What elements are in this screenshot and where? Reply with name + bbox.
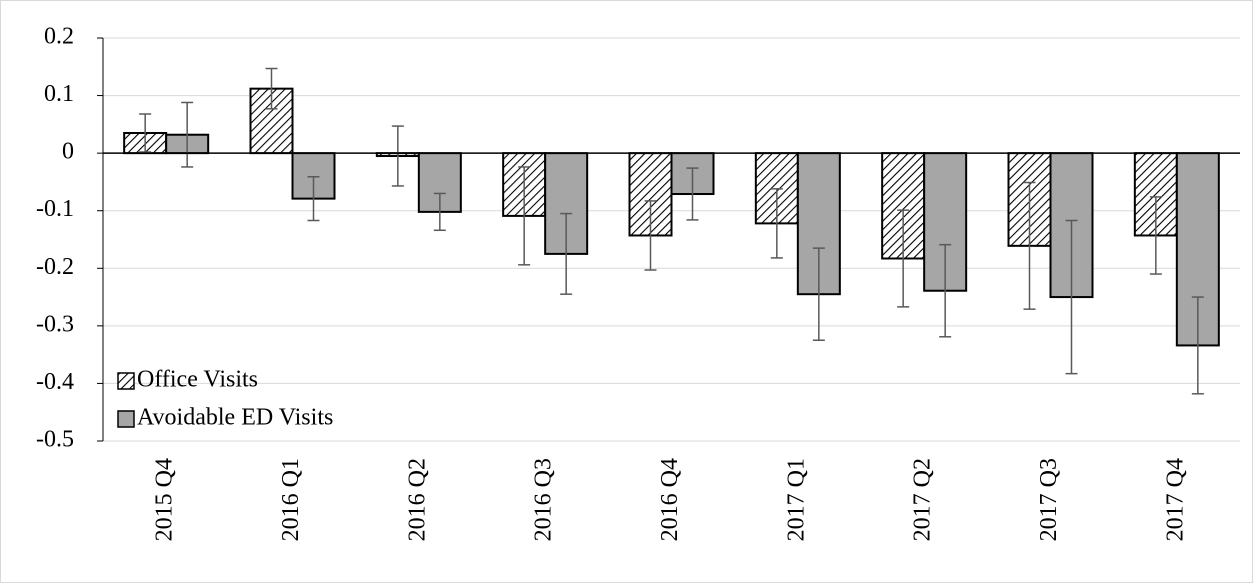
- y-tick-label: -0.2: [36, 254, 74, 280]
- error-bar: [391, 125, 404, 187]
- x-tick-label: 2016 Q3: [531, 458, 557, 541]
- y-tick-label: -0.3: [36, 311, 74, 337]
- error-bar: [1023, 181, 1036, 310]
- x-tick-label: 2017 Q3: [1036, 458, 1062, 541]
- error-bar: [686, 167, 699, 221]
- error-bar: [433, 192, 446, 232]
- y-tick-label: -0.4: [36, 369, 74, 395]
- legend-swatch: [117, 372, 135, 390]
- error-bar: [307, 175, 320, 222]
- legend-swatch: [117, 410, 135, 428]
- error-bar: [181, 101, 194, 168]
- error-bar: [518, 166, 531, 266]
- legend-label: Avoidable ED Visits: [137, 405, 333, 431]
- x-tick-label: 2017 Q1: [783, 458, 809, 541]
- error-bar: [1149, 196, 1162, 275]
- y-tick-label: 0.1: [44, 81, 74, 107]
- x-tick-label: 2016 Q1: [278, 458, 304, 541]
- error-bar: [560, 212, 573, 295]
- error-bar: [897, 209, 910, 308]
- x-tick-label: 2017 Q2: [910, 458, 936, 541]
- error-bar: [812, 247, 825, 341]
- y-tick-label: -0.5: [36, 427, 74, 453]
- error-bar: [644, 200, 657, 271]
- y-tick-label: 0: [62, 139, 74, 165]
- error-bar: [139, 113, 152, 153]
- x-tick-label: 2016 Q2: [404, 458, 430, 541]
- error-bar: [770, 188, 783, 259]
- error-bar: [1191, 296, 1204, 395]
- x-tick-label: 2016 Q4: [657, 458, 683, 541]
- error-bar: [1065, 219, 1078, 375]
- y-tick-label: 0.2: [44, 24, 74, 50]
- x-tick-label: 2015 Q4: [152, 458, 178, 541]
- legend-label: Office Visits: [137, 367, 258, 393]
- y-tick-label: -0.1: [36, 196, 74, 222]
- x-tick-label: 2017 Q4: [1162, 458, 1188, 541]
- error-bar: [939, 243, 952, 338]
- error-bar: [265, 67, 278, 110]
